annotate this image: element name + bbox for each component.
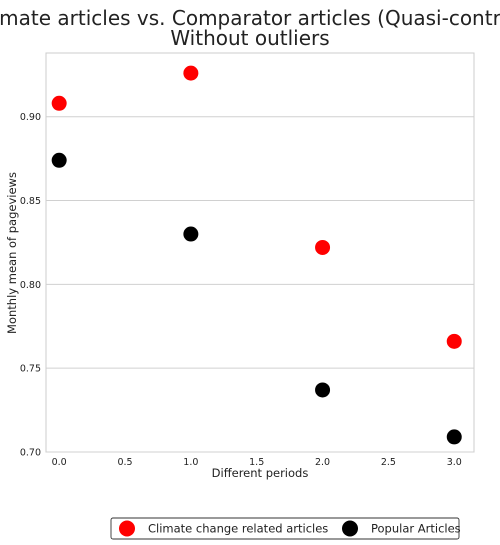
x-tick-label: 3.0 xyxy=(447,457,462,468)
x-tick-label: 2.5 xyxy=(381,457,396,468)
chart-subtitle: Without outliers xyxy=(170,26,329,50)
x-tick-label: 0.5 xyxy=(117,457,132,468)
x-axis-label: Different periods xyxy=(212,466,309,480)
popular-point xyxy=(52,153,67,168)
climate-point xyxy=(183,66,198,81)
plot-area xyxy=(46,53,474,452)
x-tick-label: 1.0 xyxy=(183,457,198,468)
x-tick-label: 0.0 xyxy=(52,457,67,468)
climate-point xyxy=(315,240,330,255)
popular-point xyxy=(315,382,330,397)
y-tick-label: 0.85 xyxy=(20,196,41,207)
y-tick-label: 0.90 xyxy=(20,112,41,123)
climate-point xyxy=(447,334,462,349)
climate-point xyxy=(52,96,67,111)
y-axis-label: Monthly mean of pageviews xyxy=(5,172,19,334)
legend: Climate change related articles Popular … xyxy=(111,518,461,539)
y-axis-ticks: 0.70 0.75 0.80 0.85 0.90 xyxy=(20,112,41,458)
legend-marker-climate xyxy=(119,521,135,537)
y-tick-label: 0.70 xyxy=(20,448,41,459)
x-tick-label: 2.0 xyxy=(315,457,330,468)
legend-label-popular: Popular Articles xyxy=(371,522,461,536)
popular-point xyxy=(447,429,462,444)
y-tick-label: 0.80 xyxy=(20,280,41,291)
popular-point xyxy=(183,227,198,242)
legend-label-climate: Climate change related articles xyxy=(148,522,328,536)
y-tick-label: 0.75 xyxy=(20,364,41,375)
legend-marker-popular xyxy=(342,521,358,537)
